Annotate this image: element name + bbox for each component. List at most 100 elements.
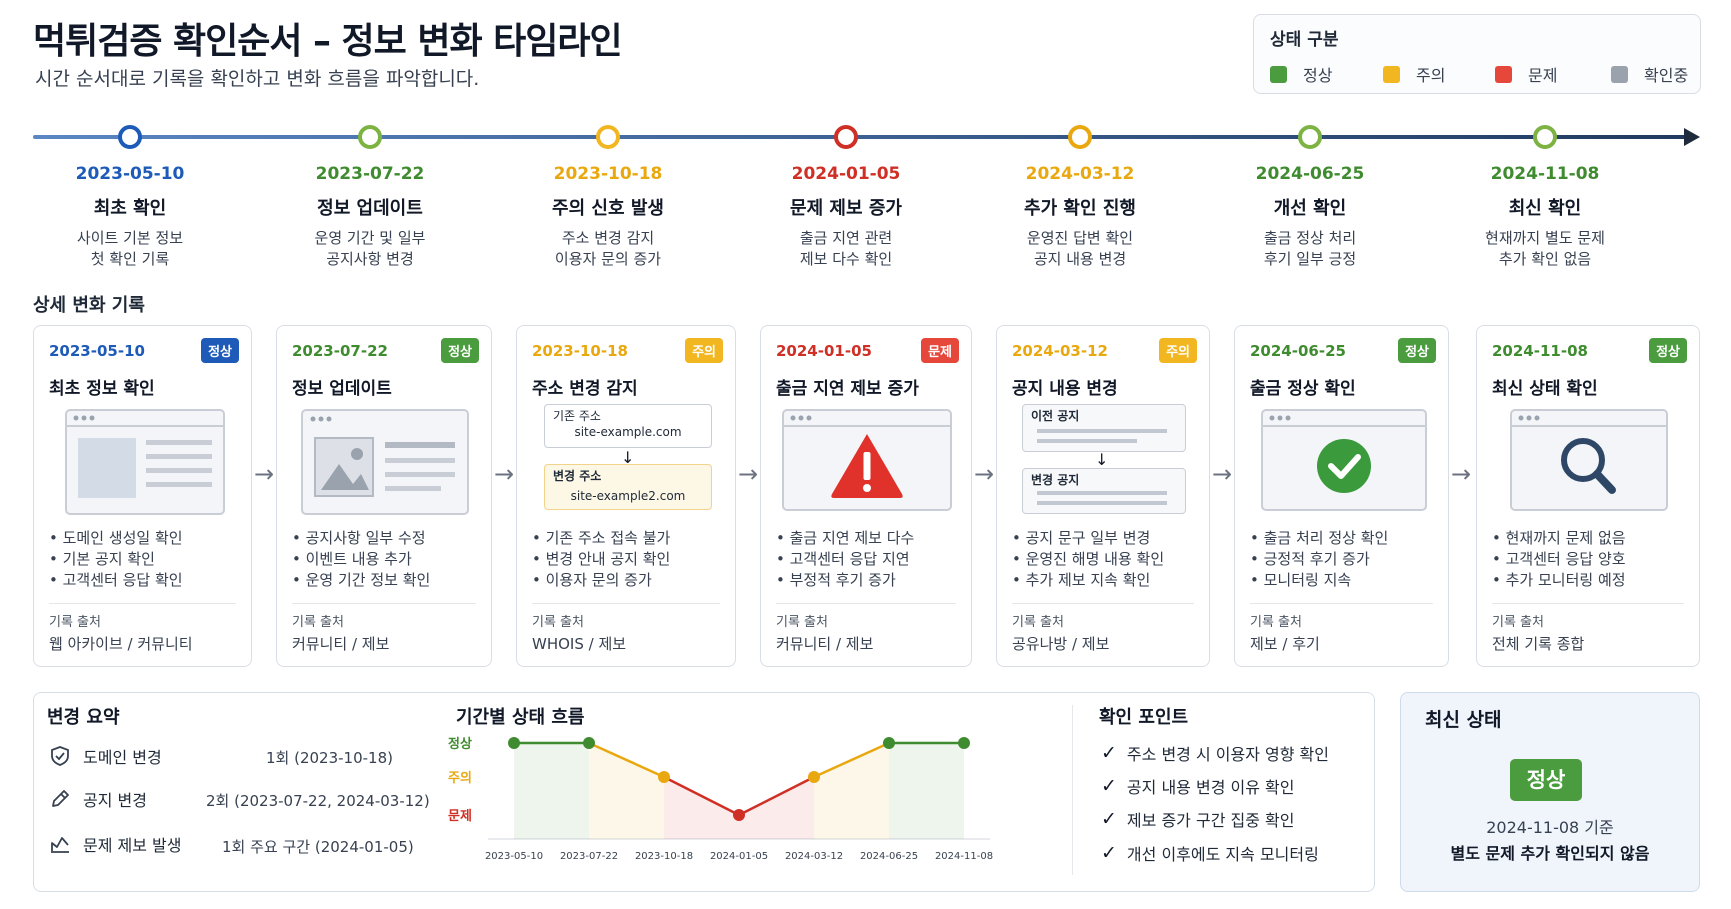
checkpoint-item: ✓ 공지 내용 변경 이유 확인 (1101, 774, 1294, 798)
list-item: 현재까지 문제 없음 (1492, 528, 1626, 549)
timeline-title: 최신 확인 (1508, 198, 1582, 219)
new-address-box: 변경 주소 site-example2.com (544, 464, 712, 510)
y-level-label: 정상 (448, 736, 472, 752)
card-bullets: 현재까지 문제 없음 고객센터 응답 양호 추가 모니터링 예정 (1492, 528, 1626, 591)
timeline-entry: 2023-07-22 정보 업데이트 운영 기간 및 일부 공지사항 변경 (260, 164, 480, 270)
checkpoint-label: 개선 이후에도 지속 모니터링 (1126, 845, 1319, 864)
flow-arrow-icon: → (1451, 460, 1472, 488)
detail-card: 2023-07-22 정상 정보 업데이트 공지사항 일부 수정 이벤트 내용 … (276, 325, 492, 667)
list-item: 이용자 문의 증가 (532, 570, 670, 591)
card-date: 2023-10-18 (532, 342, 628, 360)
card-date: 2024-11-08 (1492, 342, 1588, 360)
checkpoint-item: ✓ 제보 증가 구간 집중 확인 (1101, 807, 1294, 831)
detail-section-label: 상세 변화 기록 (33, 295, 145, 316)
x-tick-label: 2024-01-05 (710, 851, 768, 862)
latest-status-note: 별도 문제 추가 확인되지 않음 (1450, 844, 1650, 863)
browser-page-icon (34, 408, 251, 520)
timeline-title: 최초 확인 (93, 198, 167, 219)
card-bullets: 공지사항 일부 수정 이벤트 내용 추가 운영 기간 정보 확인 (292, 528, 431, 591)
list-item: 운영 기간 정보 확인 (292, 570, 431, 591)
card-bullets: 출금 처리 정상 확인 긍정적 후기 증가 모니터링 지속 (1250, 528, 1389, 591)
checkpoint-label: 제보 증가 구간 집중 확인 (1126, 811, 1295, 830)
legend-label: 정상 (1303, 66, 1333, 85)
source-value: 커뮤니티 / 제보 (292, 635, 390, 653)
card-bullets: 출금 지연 제보 다수 고객센터 응답 지연 부정적 후기 증가 (776, 528, 915, 591)
timeline-entry: 2023-05-10 최초 확인 사이트 기본 정보 첫 확인 기록 (20, 164, 240, 270)
source-value: 공유나방 / 제보 (1012, 635, 1110, 653)
legend-swatch-icon (1270, 65, 1287, 83)
card-title: 출금 지연 제보 증가 (776, 379, 919, 399)
card-title: 주소 변경 감지 (532, 379, 638, 399)
checkpoint-label: 공지 내용 변경 이유 확인 (1126, 778, 1295, 797)
timeline-arrow-icon (1684, 128, 1700, 146)
area-segment (814, 743, 889, 839)
new-notice-label: 변경 공지 (1031, 473, 1080, 487)
checkpoint-title: 확인 포인트 (1099, 707, 1189, 728)
divider (776, 603, 956, 604)
divider (1250, 603, 1433, 604)
status-badge: 정상 (1649, 338, 1687, 363)
summary-row: 문제 제보 발생 (47, 829, 213, 859)
warning-icon (761, 408, 971, 520)
timeline-desc: 주소 변경 감지 이용자 문의 증가 (554, 229, 662, 268)
check-icon: ✓ (1101, 742, 1117, 764)
legend-title: 상태 구분 (1270, 30, 1339, 50)
timeline-node (1298, 125, 1322, 149)
summary-value: 1회 주요 구간 (2024-01-05) (222, 838, 414, 856)
image-page-icon (277, 408, 491, 520)
arrow-down-icon: ↓ (1095, 450, 1109, 469)
divider (1492, 603, 1684, 604)
timeline-date: 2024-06-25 (1255, 164, 1365, 184)
timeline-title: 문제 제보 증가 (790, 198, 902, 219)
card-title: 정보 업데이트 (292, 379, 392, 399)
summary-row: 공지 변경 (47, 784, 213, 814)
data-point (883, 737, 895, 749)
timeline-entry: 2024-11-08 최신 확인 현재까지 별도 문제 추가 확인 없음 (1435, 164, 1655, 270)
old-notice-label: 이전 공지 (1031, 409, 1080, 423)
card-date: 2024-06-25 (1250, 342, 1346, 360)
divider (532, 603, 720, 604)
timeline-date: 2024-01-05 (791, 164, 901, 184)
latest-status-title: 최신 상태 (1425, 709, 1502, 731)
list-item: 공지사항 일부 수정 (292, 528, 430, 549)
card-title: 출금 정상 확인 (1250, 379, 1356, 399)
timeline-node (1533, 125, 1557, 149)
list-item: 추가 제보 지속 확인 (1012, 570, 1164, 591)
card-title: 최초 정보 확인 (49, 379, 155, 399)
old-address-box: 기존 주소 site-example.com (544, 404, 712, 448)
source-label: 기록 출처 (1492, 615, 1544, 630)
timeline-desc: 현재까지 별도 문제 추가 확인 없음 (1485, 229, 1605, 268)
flow-arrow-icon: → (974, 460, 995, 488)
source-label: 기록 출처 (49, 615, 101, 630)
timeline-entry: 2023-10-18 주의 신호 발생 주소 변경 감지 이용자 문의 증가 (498, 164, 718, 270)
area-segment (514, 743, 589, 839)
card-bullets: 기존 주소 접속 불가 변경 안내 공지 확인 이용자 문의 증가 (532, 528, 671, 591)
shield-check-icon (47, 743, 73, 769)
source-value: 웹 아카이브 / 커뮤니티 (49, 635, 193, 653)
page-subtitle: 시간 순서대로 기록을 확인하고 변화 흐름을 파악합니다. (35, 68, 480, 90)
old-notice-box: 이전 공지 (1022, 404, 1186, 452)
new-address-label: 변경 주소 (553, 469, 602, 483)
checkpoint-item: ✓ 개선 이후에도 지속 모니터링 (1101, 841, 1319, 865)
list-item: 모니터링 지속 (1250, 570, 1388, 591)
summary-label: 공지 변경 (83, 791, 147, 810)
list-item: 부정적 후기 증가 (776, 570, 914, 591)
list-item: 고객센터 응답 양호 (1492, 549, 1626, 570)
card-title: 최신 상태 확인 (1492, 379, 1598, 399)
list-item: 긍정적 후기 증가 (1250, 549, 1388, 570)
detail-card: 2023-10-18 주의 주소 변경 감지 기존 주소 site-exampl… (516, 325, 736, 667)
new-address-url: site-example2.com (570, 489, 686, 503)
summary-value: 2회 (2023-07-22, 2024-03-12) (206, 792, 430, 810)
detail-card: 2024-11-08 정상 최신 상태 확인 현재까지 문제 없음 고객센터 응… (1476, 325, 1700, 667)
checkpoint-item: ✓ 주소 변경 시 이용자 영향 확인 (1101, 741, 1329, 765)
flow-arrow-icon: → (254, 460, 275, 488)
data-point (808, 771, 820, 783)
line-segment (663, 775, 740, 817)
check-icon: ✓ (1101, 842, 1117, 864)
line-segment (588, 741, 665, 779)
legend-item-normal: 정상 (1270, 62, 1332, 86)
timeline-desc: 운영진 답변 확인 공지 내용 변경 (1026, 229, 1134, 268)
flow-arrow-icon: → (494, 460, 515, 488)
new-notice-box: 변경 공지 (1022, 468, 1186, 514)
